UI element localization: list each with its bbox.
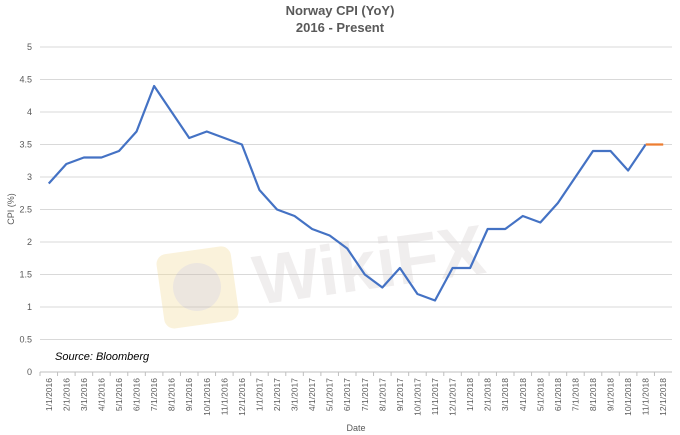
x-tick-label: 1/1/2018 (465, 378, 475, 411)
y-axis-label: CPI (%) (6, 193, 16, 225)
x-tick-label: 8/1/2016 (167, 378, 177, 411)
x-tick-label: 5/1/2016 (114, 378, 124, 411)
y-tick-label: 0 (27, 367, 32, 377)
x-tick-label: 11/1/2016 (219, 378, 229, 415)
x-tick-label: 2/1/2018 (483, 378, 493, 411)
y-tick-label: 1 (27, 302, 32, 312)
x-tick-label: 1/1/2016 (44, 378, 54, 411)
x-tick-label: 1/1/2017 (254, 378, 264, 411)
x-tick-label: 3/1/2018 (500, 378, 510, 411)
y-tick-label: 2.5 (19, 205, 32, 215)
y-tick-label: 4.5 (19, 75, 32, 85)
x-tick-label: 8/1/2017 (377, 378, 387, 411)
x-tick-label: 4/1/2017 (307, 378, 317, 411)
x-tick-label: 10/1/2018 (623, 378, 633, 416)
y-tick-label: 3 (27, 172, 32, 182)
x-tick-label: 6/1/2018 (553, 378, 563, 411)
x-tick-label: 5/1/2018 (535, 378, 545, 411)
x-tick-label: 9/1/2018 (606, 378, 616, 411)
y-tick-label: 1.5 (19, 270, 32, 280)
y-tick-label: 0.5 (19, 335, 32, 345)
y-tick-label: 4 (27, 107, 32, 117)
chart-title: Norway CPI (YoY) (285, 3, 395, 18)
x-tick-label: 5/1/2017 (325, 378, 335, 411)
x-tick-label: 7/1/2018 (570, 378, 580, 411)
wikifx-watermark: WikiFX (156, 210, 490, 329)
x-tick-label: 9/1/2017 (395, 378, 405, 411)
x-axis-label: Date (346, 423, 365, 433)
x-tick-label: 3/1/2016 (79, 378, 89, 411)
x-tick-label: 7/1/2016 (149, 378, 159, 411)
x-tick-label: 2/1/2016 (61, 378, 71, 411)
x-tick-label: 11/1/2018 (641, 378, 651, 415)
x-tick-label: 12/1/2017 (448, 378, 458, 416)
y-tick-label: 3.5 (19, 140, 32, 150)
chart-subtitle: 2016 - Present (295, 20, 385, 35)
source-annotation: Source: Bloomberg (55, 351, 150, 363)
x-tick-label: 9/1/2016 (184, 378, 194, 411)
y-tick-label: 2 (27, 237, 32, 247)
x-tick-label: 3/1/2017 (290, 378, 300, 411)
x-tick-label: 10/1/2016 (202, 378, 212, 416)
x-tick-label: 6/1/2016 (132, 378, 142, 411)
x-tick-label: 7/1/2017 (360, 378, 370, 411)
svg-text:WikiFX: WikiFX (248, 210, 490, 320)
x-tick-label: 8/1/2018 (588, 378, 598, 411)
x-tick-label: 2/1/2017 (272, 378, 282, 411)
x-tick-label: 4/1/2016 (96, 378, 106, 411)
y-tick-label: 5 (27, 42, 32, 52)
x-tick-label: 11/1/2017 (430, 378, 440, 415)
x-tick-label: 12/1/2018 (658, 378, 668, 416)
x-tick-label: 6/1/2017 (342, 378, 352, 411)
x-tick-label: 12/1/2016 (237, 378, 247, 416)
x-tick-label: 10/1/2017 (412, 378, 422, 416)
x-tick-label: 4/1/2018 (518, 378, 528, 411)
